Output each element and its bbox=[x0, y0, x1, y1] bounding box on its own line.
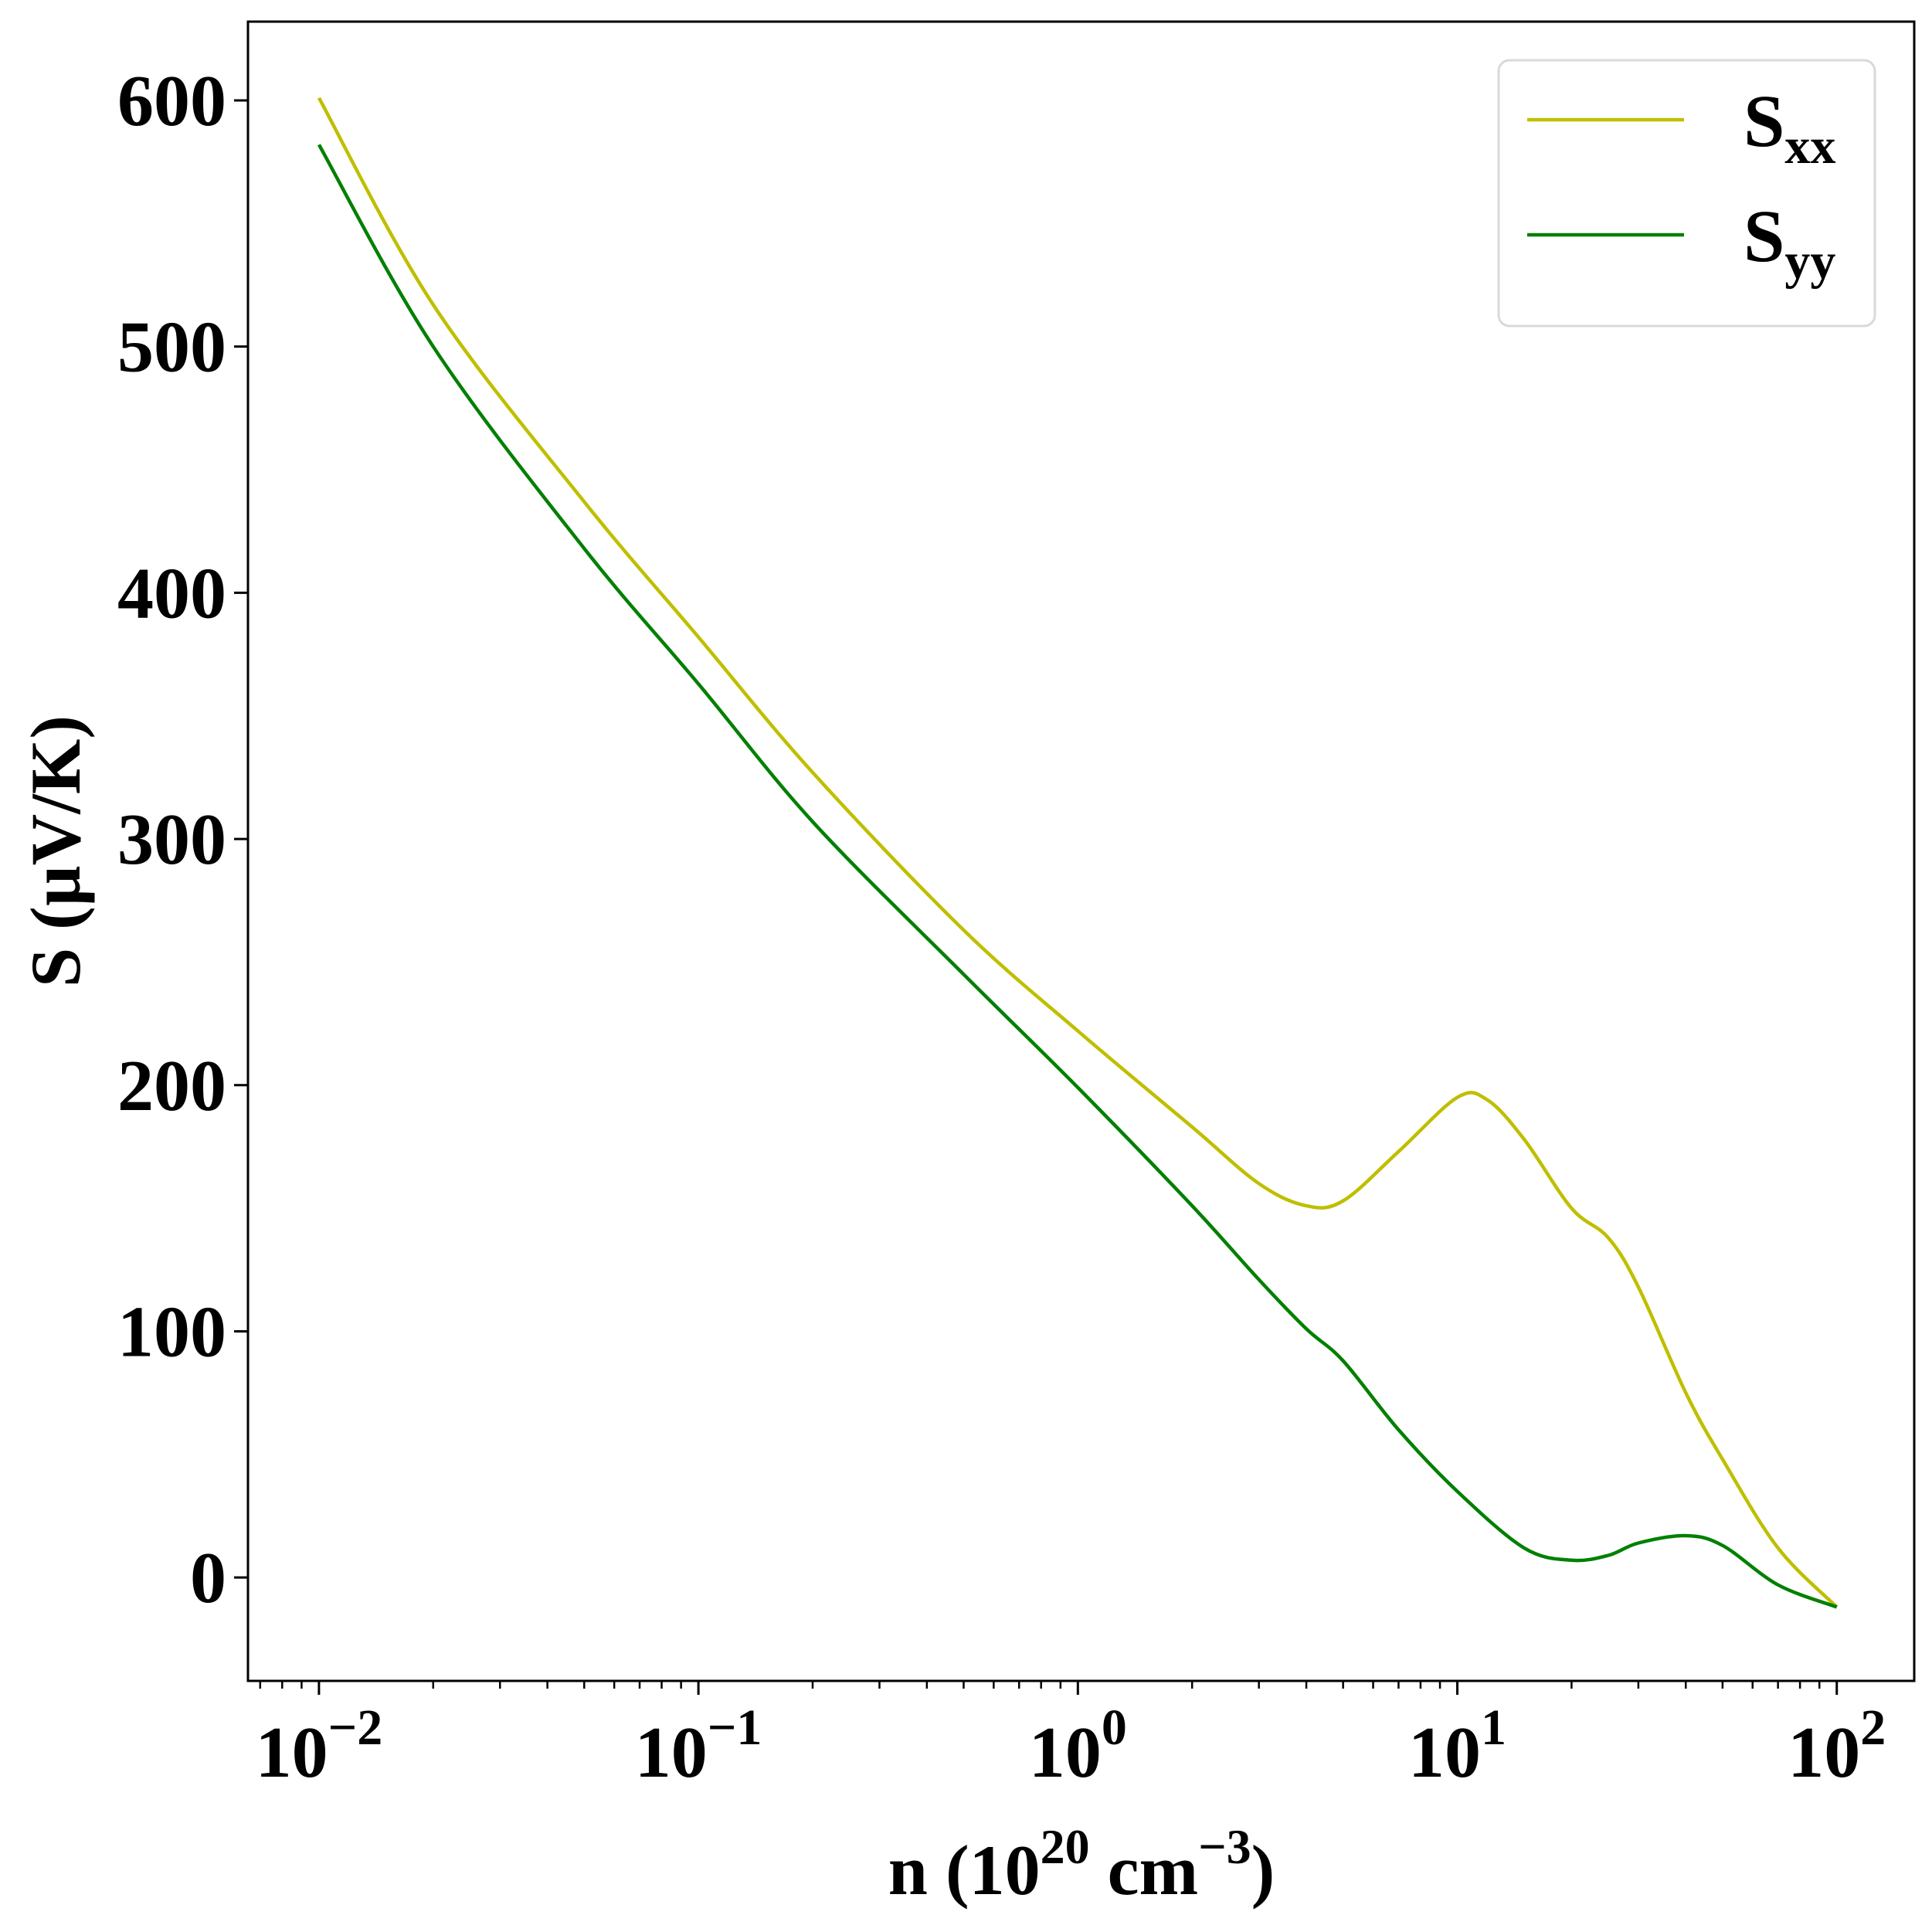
legend-label-sub: yy bbox=[1784, 233, 1835, 290]
x-tick-label-exponent: −1 bbox=[708, 1699, 762, 1756]
legend-label-yy: Syy bbox=[1744, 195, 1835, 290]
y-tick-label: 400 bbox=[117, 553, 226, 633]
x-axis-label-sup2: −3 bbox=[1198, 1819, 1251, 1874]
x-tick-label-base: 10 bbox=[1408, 1713, 1481, 1793]
legend-label-xx: Sxx bbox=[1744, 80, 1835, 175]
x-tick-label: 10−2 bbox=[256, 1699, 383, 1793]
legend-label-main: S bbox=[1744, 195, 1784, 277]
legend-label-sub: xx bbox=[1784, 118, 1835, 175]
x-axis-label-mid: cm bbox=[1090, 1831, 1198, 1910]
y-tick-label: 200 bbox=[117, 1046, 226, 1126]
x-tick-label: 101 bbox=[1408, 1699, 1506, 1793]
series-line-yy bbox=[317, 144, 1838, 1609]
x-tick-label: 10−1 bbox=[635, 1699, 762, 1793]
y-tick-label: 600 bbox=[117, 61, 226, 141]
plot-frame bbox=[246, 20, 1916, 1682]
x-tick-label-base: 10 bbox=[1788, 1713, 1860, 1793]
series-line-xx bbox=[317, 97, 1839, 1608]
x-minor-ticks bbox=[259, 1681, 1821, 1689]
y-ticks: 0 100 200 300 400 500 600 bbox=[117, 61, 248, 1618]
legend-label-main: S bbox=[1744, 80, 1784, 162]
legend-frame bbox=[1497, 59, 1876, 328]
y-axis-label: S (µV/K) bbox=[16, 715, 95, 987]
x-tick-label-base: 10 bbox=[1029, 1713, 1102, 1793]
x-tick-label-base: 10 bbox=[635, 1713, 708, 1793]
y-tick-label: 100 bbox=[117, 1292, 226, 1372]
series-lines bbox=[317, 97, 1839, 1609]
y-tick-label: 0 bbox=[190, 1538, 226, 1618]
x-tick-label-exponent: 1 bbox=[1481, 1699, 1506, 1756]
x-axis-label-end: ) bbox=[1251, 1831, 1275, 1910]
x-tick-label-base: 10 bbox=[256, 1713, 328, 1793]
x-tick-label-exponent: 2 bbox=[1860, 1699, 1886, 1756]
x-axis-label-main: n (10 bbox=[888, 1831, 1041, 1910]
x-axis-label: n (1020 cm−3) bbox=[888, 1819, 1275, 1910]
x-tick-label-exponent: −2 bbox=[328, 1699, 383, 1756]
x-tick-label: 102 bbox=[1788, 1699, 1886, 1793]
x-tick-label: 100 bbox=[1029, 1699, 1127, 1793]
x-tick-label-exponent: 0 bbox=[1102, 1699, 1127, 1756]
y-tick-label: 500 bbox=[117, 307, 226, 388]
y-tick-label: 300 bbox=[117, 800, 226, 880]
x-axis-label-sup1: 20 bbox=[1041, 1819, 1090, 1874]
x-ticks: 10−2 10−1 100 101 102 bbox=[256, 1681, 1886, 1793]
